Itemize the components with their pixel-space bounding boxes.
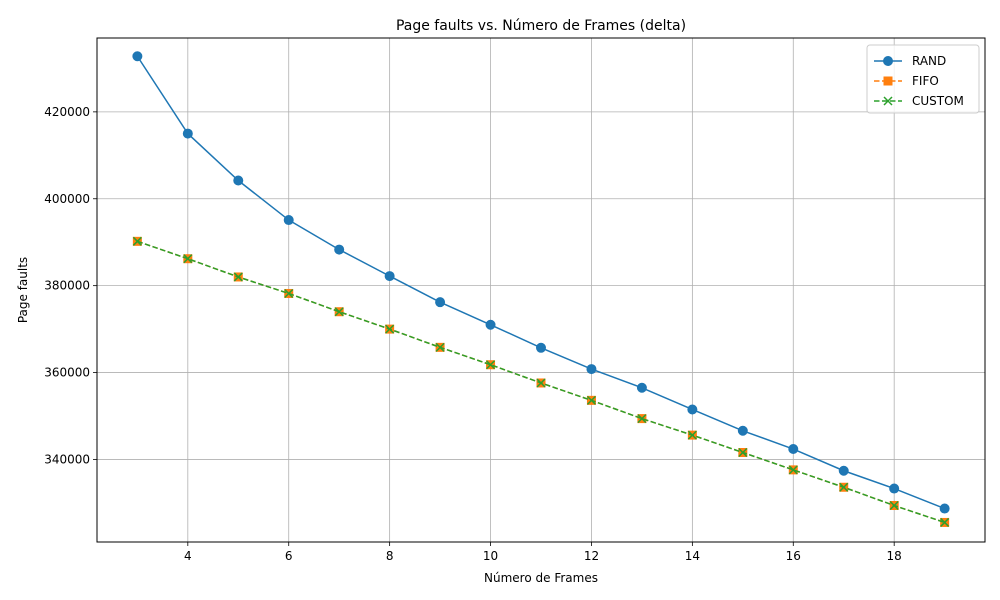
data-point [788,444,799,455]
plot-frame [96,37,986,543]
data-point [233,272,243,282]
data-point [233,175,244,186]
data-point [838,465,849,476]
data-point [940,517,950,527]
y-tick-label: 340000 [44,452,90,466]
y-axis-label: Page faults [16,257,30,323]
data-point [889,500,899,511]
x-tick-label: 12 [584,549,599,563]
legend-box [866,44,980,114]
x-tick-label: 10 [483,549,498,563]
data-point [182,128,193,139]
legend: RAND FIFO CUSTOM [866,44,980,114]
x-tick-label: 4 [184,549,192,563]
data-point [435,342,445,352]
x-tick-label: 14 [685,549,700,563]
data-point [637,414,647,424]
data-point [889,483,900,494]
data-point [384,271,395,282]
data-point [536,378,546,388]
data-point [839,482,849,492]
x-tick-label: 8 [386,549,394,563]
series-fifo [132,236,950,527]
series-layer [132,51,950,527]
x-tick-label: 18 [887,549,902,563]
data-point [132,51,143,62]
data-point [334,244,345,255]
data-point [385,324,395,334]
data-point [284,288,294,299]
data-point [435,297,446,308]
legend-label: CUSTOM [912,94,964,108]
data-point [183,254,193,264]
legend-label: FIFO [912,74,939,88]
chart-title: Page faults vs. Número de Frames (delta) [396,18,686,34]
x-tick-label: 6 [285,549,293,563]
y-tick-label: 400000 [44,192,90,206]
legend-marker [883,76,893,86]
x-axis-ticks: 4 6 8 10 12 14 16 18 [184,542,902,563]
data-point [485,319,496,330]
data-point [283,215,294,226]
legend-marker [883,96,893,106]
data-point [737,425,748,436]
data-point [939,503,950,514]
y-tick-label: 380000 [44,279,90,293]
data-point [788,465,798,475]
x-axis-label: Número de Frames [484,571,598,585]
data-point [586,364,597,375]
series-custom [132,236,950,527]
legend-label: RAND [912,54,946,68]
series-line-rand [136,55,945,510]
y-tick-label: 360000 [44,366,90,380]
data-point [334,307,344,317]
y-axis-ticks: 340000 360000 380000 400000 420000 [44,105,97,466]
data-point [536,342,546,353]
grid [97,38,985,542]
data-point [636,382,647,393]
data-point [586,395,596,405]
data-point [687,430,697,440]
data-point [486,360,496,370]
series-rand [132,51,950,514]
data-point [132,236,142,246]
data-point [738,447,748,458]
y-tick-label: 420000 [44,105,90,119]
x-tick-label: 16 [786,549,801,563]
data-point [687,404,698,415]
legend-marker [883,56,893,66]
